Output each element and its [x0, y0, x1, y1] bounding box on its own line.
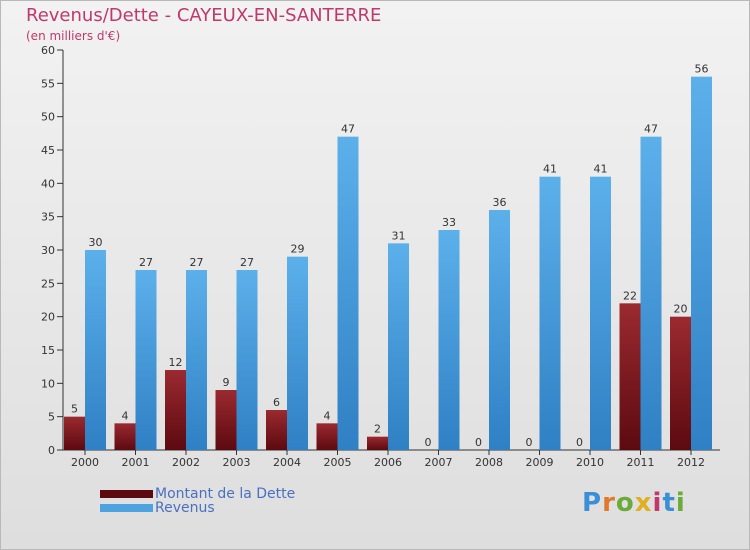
- bar-revenus-2006: [388, 243, 409, 450]
- x-tick-label: 2001: [122, 456, 150, 469]
- legend-swatch-dette: [100, 490, 153, 498]
- x-tick-label: 2009: [526, 456, 554, 469]
- labels: 5 30 4 27 12 27 9 27 6 29 4 47 2 31 0 33 0 36 0 41 0 41 22 47 20…: [71, 63, 709, 449]
- legend-item-dette: Montant de la Dette: [100, 486, 295, 502]
- y-tick-label: 30: [41, 244, 55, 257]
- y-tick-label: 25: [41, 277, 55, 290]
- value-label-dette-2006: 2: [374, 423, 381, 436]
- y-tick-label: 10: [41, 377, 55, 390]
- value-label-revenus-2004: 29: [291, 243, 305, 256]
- bar-revenus-2010: [590, 176, 611, 450]
- y-tick-label: 5: [48, 411, 55, 424]
- bar-dette-2001: [114, 423, 136, 450]
- bar-revenus-2001: [135, 270, 157, 450]
- bar-revenus-2009: [539, 176, 561, 450]
- value-label-revenus-2005: 47: [341, 123, 355, 136]
- chart-title: Revenus/Dette - CAYEUX-EN-SANTERRE: [26, 5, 382, 26]
- value-label-revenus-2012: 56: [695, 63, 709, 76]
- y-tick-label: 55: [41, 77, 55, 90]
- logo-letter: t: [662, 488, 676, 518]
- bar-dette-2004: [266, 410, 287, 450]
- value-label-dette-2011: 22: [623, 289, 637, 302]
- bars: [64, 76, 712, 451]
- x-tick-label: 2008: [475, 456, 503, 469]
- bar-revenus-2007: [438, 230, 460, 450]
- y-tick-label: 50: [41, 111, 55, 124]
- bar-dette-2003: [215, 390, 237, 450]
- value-label-revenus-2008: 36: [493, 196, 507, 209]
- value-label-revenus-2006: 31: [392, 229, 406, 242]
- logo-letter: i: [675, 488, 686, 518]
- bar-revenus-2011: [640, 136, 662, 450]
- value-label-revenus-2011: 47: [644, 123, 658, 136]
- value-label-dette-2004: 6: [273, 396, 280, 409]
- y-tick-label: 0: [48, 444, 55, 457]
- x-tick-label: 2012: [677, 456, 705, 469]
- y-tick-label: 40: [41, 177, 55, 190]
- bar-revenus-2004: [287, 256, 308, 450]
- bar-dette-2012: [670, 316, 691, 450]
- value-label-dette-2009: 0: [526, 436, 533, 449]
- bar-dette-2000: [64, 416, 85, 450]
- value-label-dette-2000: 5: [71, 403, 78, 416]
- y-tick-label: 15: [41, 344, 55, 357]
- x-tick-label: 2002: [172, 456, 200, 469]
- value-label-dette-2010: 0: [576, 436, 583, 449]
- y-tick-label: 45: [41, 144, 55, 157]
- value-label-revenus-2009: 41: [543, 163, 557, 176]
- bar-dette-2011: [619, 303, 641, 450]
- x-tick-label: 2007: [425, 456, 453, 469]
- bar-dette-2005: [316, 423, 338, 450]
- value-label-dette-2008: 0: [475, 436, 482, 449]
- value-label-dette-2001: 4: [122, 409, 129, 422]
- value-label-revenus-2003: 27: [240, 256, 254, 269]
- x-tick-label: 2003: [223, 456, 251, 469]
- logo-letter: x: [634, 488, 653, 518]
- logo-letter: P: [582, 488, 603, 518]
- value-label-revenus-2001: 27: [139, 256, 153, 269]
- x-tick-label: 2004: [273, 456, 301, 469]
- x-tick-label: 2000: [71, 456, 99, 469]
- value-label-revenus-2000: 30: [89, 236, 103, 249]
- value-label-revenus-2002: 27: [190, 256, 204, 269]
- value-label-dette-2002: 12: [169, 356, 183, 369]
- x-tick-label: 2006: [374, 456, 402, 469]
- value-label-dette-2005: 4: [324, 409, 331, 422]
- x-tick-label: 2011: [627, 456, 655, 469]
- y-tick-label: 35: [41, 211, 55, 224]
- bar-revenus-2008: [489, 210, 510, 450]
- bar-dette-2002: [165, 370, 186, 450]
- x-tick-label: 2010: [576, 456, 604, 469]
- y-tick-label: 60: [41, 44, 55, 57]
- legend-label-revenus: Revenus: [155, 500, 215, 516]
- proxiti-logo: Proxiti: [582, 488, 686, 518]
- bar-revenus-2003: [236, 270, 258, 450]
- bar-revenus-2002: [186, 270, 207, 450]
- logo-letter: i: [652, 488, 663, 518]
- legend-swatch-revenus: [100, 504, 153, 512]
- value-label-revenus-2010: 41: [594, 163, 608, 176]
- value-label-revenus-2007: 33: [442, 216, 456, 229]
- logo-letter: r: [602, 488, 616, 518]
- value-label-dette-2007: 0: [425, 436, 432, 449]
- value-label-dette-2012: 20: [674, 303, 688, 316]
- y-tick-label: 20: [41, 311, 55, 324]
- bar-revenus-2005: [337, 136, 359, 450]
- legend-item-revenus: Revenus: [100, 500, 215, 516]
- bar-dette-2006: [367, 436, 388, 450]
- value-label-dette-2003: 9: [223, 376, 230, 389]
- bar-revenus-2000: [85, 250, 106, 450]
- x-tick-label: 2005: [324, 456, 352, 469]
- logo-letter: o: [615, 488, 635, 518]
- chart-subtitle: (en milliers d'€): [26, 29, 121, 43]
- legend-label-dette: Montant de la Dette: [155, 486, 296, 502]
- bar-revenus-2012: [691, 76, 712, 451]
